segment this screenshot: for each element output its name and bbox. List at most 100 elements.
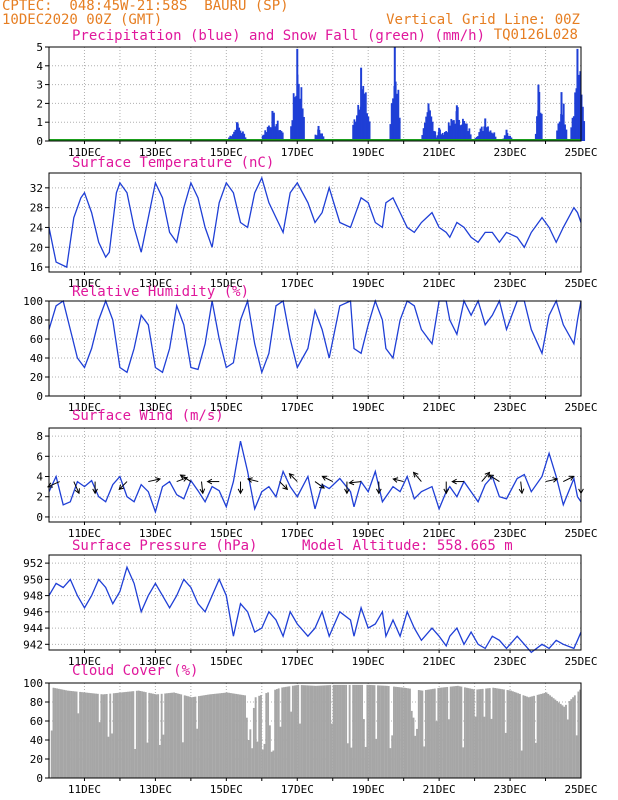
cloud-bar [189,696,191,778]
precip-bar [451,120,454,141]
cloud-bar [474,716,477,778]
precip-bar [574,92,577,141]
wind-arrow-head [282,484,289,491]
precip-bar [423,122,426,141]
precip-peak-bar [560,92,563,141]
precip-bar [364,92,367,141]
x-tick-label: 13DEC [139,401,172,414]
precip-bar [507,135,510,141]
cloud-bar [109,693,112,778]
precip-bar [442,134,445,141]
cloud-bar [240,694,243,778]
precip-bar [458,119,460,141]
precip-bar [353,119,356,141]
cloud-title: Cloud Cover (%) [72,663,199,679]
precip-bar [580,94,583,141]
cloud-bar [112,693,115,778]
cloud-bar [458,686,461,778]
wind-title: Surface Wind (m/s) [72,408,224,424]
precip-peak-bar [576,48,579,141]
x-tick-label: 15DEC [210,146,243,159]
precip-bar [354,121,357,141]
precip-bar [452,120,455,141]
precip-bar [299,98,302,141]
cloud-bar [167,693,170,778]
cloud-bar [352,684,355,778]
cloud-bar [322,685,324,778]
x-tick-label: 17DEC [281,401,314,414]
cloud-bar [472,689,475,778]
humidity-title: Relative Humidity (%) [72,284,250,300]
cloud-bar [476,689,479,778]
y-tick-label: 0 [36,772,43,785]
cloud-bar [144,692,147,778]
cloud-bar [123,692,126,778]
cloud-bar [160,693,163,778]
cloud-bar [382,685,385,778]
x-tick-label: 23DEC [494,146,527,159]
x-tick-label: 17DEC [281,146,314,159]
precip-bar [558,121,561,141]
cloud-bar [385,685,388,778]
wind-arrow [481,472,490,482]
cloud-bar [495,688,498,778]
cloud-bar [283,687,285,778]
precip-bar [397,89,400,141]
cloud-bar [52,687,55,778]
precip-bar [230,136,233,141]
cloud-bar [254,697,257,778]
cloud-bar [82,692,85,778]
wind-arrow [520,481,523,494]
precip-peak-bar [360,67,363,141]
cloud-bar [387,686,390,778]
y-tick-label: 6 [36,450,43,463]
precip-bar [264,130,267,141]
x-tick-label: 19DEC [352,146,385,159]
cloud-bar [549,695,551,778]
cloud-bar [316,685,319,778]
cloud-bar [334,684,337,778]
cloud-bar [362,719,365,778]
precip-peak-bar [484,118,487,141]
precip-bar [482,130,484,141]
cloud-bar [56,688,58,778]
cloud-bar [224,692,227,778]
cloud-bar [366,684,369,778]
cloud-bar [393,686,395,778]
cloud-bar [265,693,268,778]
cloud-bar [208,694,211,778]
cloud-bar [398,687,401,778]
cloud-bar [369,684,372,778]
precip-bar [229,135,232,141]
cloud-bar [329,685,332,778]
cloud-bar [315,685,317,778]
cloud-bar [311,685,314,778]
cloud-bar [68,690,71,778]
x-tick-label: 15DEC [210,277,243,290]
cloud-bar [260,695,262,778]
precip-bar [539,112,542,141]
precip-bar [464,123,467,141]
cloud-bar [242,695,245,778]
cloud-bar [291,685,294,778]
y-tick-label: 80 [30,696,43,709]
cloud-bar [299,723,301,778]
precip-bar [269,127,272,141]
cloud-bar [346,743,349,778]
y-tick-label: 950 [23,573,43,586]
precip-bar [477,136,479,141]
y-tick-label: 948 [23,590,43,603]
y-tick-label: 20 [30,371,43,384]
cloud-bar [75,691,78,778]
precip-bar [239,130,242,141]
cloud-bar [80,692,83,778]
y-tick-label: 944 [23,622,43,635]
precip-bar [278,130,280,141]
cloud-bar [451,686,454,778]
cloud-bar [102,694,105,778]
cloud-bar [233,693,236,778]
cloud-bar [565,704,567,778]
cloud-bar [135,690,138,778]
cloud-bar [540,693,543,778]
precip-bar [366,113,368,141]
